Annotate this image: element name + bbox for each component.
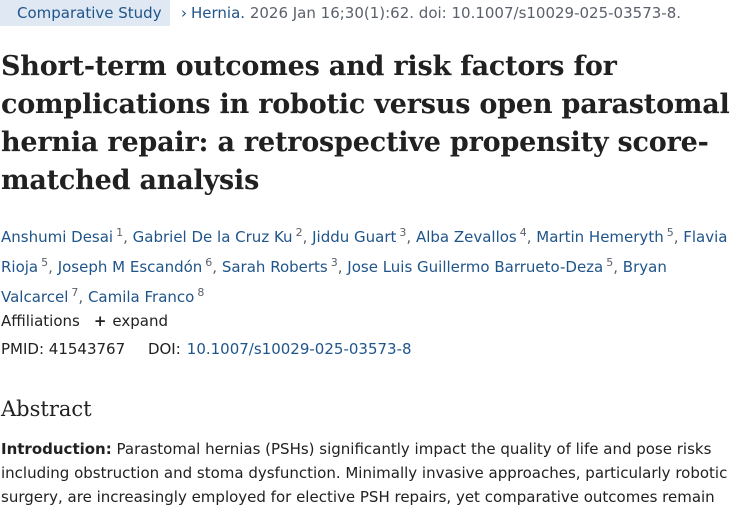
abstract-body: Introduction: Parastomal hernias (PSHs) … [1, 437, 746, 509]
author-item: Bryan Valcarcel 7 [1, 258, 667, 306]
affiliation-number[interactable]: 8 [197, 286, 205, 299]
chevron-right-icon: › [181, 4, 187, 22]
author-link[interactable]: Jiddu Guart [312, 228, 397, 246]
affiliation-number[interactable]: 3 [399, 226, 407, 239]
doi-link[interactable]: 10.1007/s10029-025-03573-8 [186, 340, 412, 358]
author-link[interactable]: Gabriel De la Cruz Ku [132, 228, 293, 246]
plus-icon: + [93, 312, 107, 330]
affiliation-number[interactable]: 5 [606, 256, 614, 269]
pmid-label: PMID: [1, 340, 45, 358]
affiliation-number[interactable]: 4 [519, 226, 527, 239]
identifiers-row: PMID: 41543767 DOI: 10.1007/s10029-025-03… [1, 339, 412, 359]
affiliation-number[interactable]: 6 [205, 256, 213, 269]
affiliations-row: Affiliations + expand [1, 311, 168, 331]
author-item: Gabriel De la Cruz Ku 2 [132, 226, 303, 246]
expand-label: expand [112, 312, 169, 330]
introduction-label: Introduction: [1, 440, 112, 458]
author-link[interactable]: Anshumi Desai [1, 228, 114, 246]
pmid-value: 41543767 [48, 340, 126, 358]
affiliation-number[interactable]: 1 [116, 226, 124, 239]
affiliations-label: Affiliations [1, 312, 80, 330]
author-link[interactable]: Bryan Valcarcel [1, 258, 667, 306]
author-item: Alba Zevallos 4 [415, 226, 527, 246]
author-link[interactable]: Martin Hemeryth [536, 228, 664, 246]
affiliation-number[interactable]: 2 [295, 226, 303, 239]
author-item: Jiddu Guart 3 [312, 226, 407, 246]
article-title: Short-term outcomes and risk factors for… [1, 51, 730, 196]
expand-affiliations-button[interactable]: + expand [94, 312, 168, 330]
citation-text: 2026 Jan 16;30(1):62. doi: 10.1007/s1002… [245, 4, 681, 22]
author-item: Martin Hemeryth 5 [536, 226, 674, 246]
journal-link[interactable]: Hernia. [191, 4, 246, 22]
author-item: Flavia Rioja 5 [1, 228, 727, 276]
publication-type-badge[interactable]: Comparative Study [0, 0, 170, 26]
author-link[interactable]: Joseph M Escandón [57, 258, 203, 276]
author-item: Anshumi Desai 1 [1, 226, 124, 246]
journal-citation: › Hernia. 2026 Jan 16;30(1):62. doi: 10.1… [181, 4, 681, 22]
author-link[interactable]: Jose Luis Guillermo Barrueto-Deza [347, 258, 604, 276]
author-item: Sarah Roberts 3 [221, 256, 338, 276]
top-bar: Comparative Study › Hernia. 2026 Jan 16;3… [0, 0, 750, 28]
author-link[interactable]: Sarah Roberts [221, 258, 328, 276]
author-link[interactable]: Flavia Rioja [1, 228, 728, 276]
author-link[interactable]: Alba Zevallos [415, 228, 517, 246]
author-item: Camila Franco 8 [87, 286, 205, 306]
affiliation-number[interactable]: 7 [71, 286, 79, 299]
author-list: Anshumi Desai 1, Gabriel De la Cruz Ku 2, … [1, 226, 728, 306]
affiliation-number[interactable]: 5 [666, 226, 674, 239]
author-link[interactable]: Camila Franco [87, 288, 195, 306]
affiliation-number[interactable]: 5 [41, 256, 49, 269]
doi-label: DOI: [147, 340, 181, 358]
abstract-heading: Abstract [1, 397, 92, 421]
author-item: Jose Luis Guillermo Barrueto-Deza 5 [347, 256, 614, 276]
author-item: Joseph M Escandón 6 [57, 256, 213, 276]
affiliation-number[interactable]: 3 [330, 256, 338, 269]
